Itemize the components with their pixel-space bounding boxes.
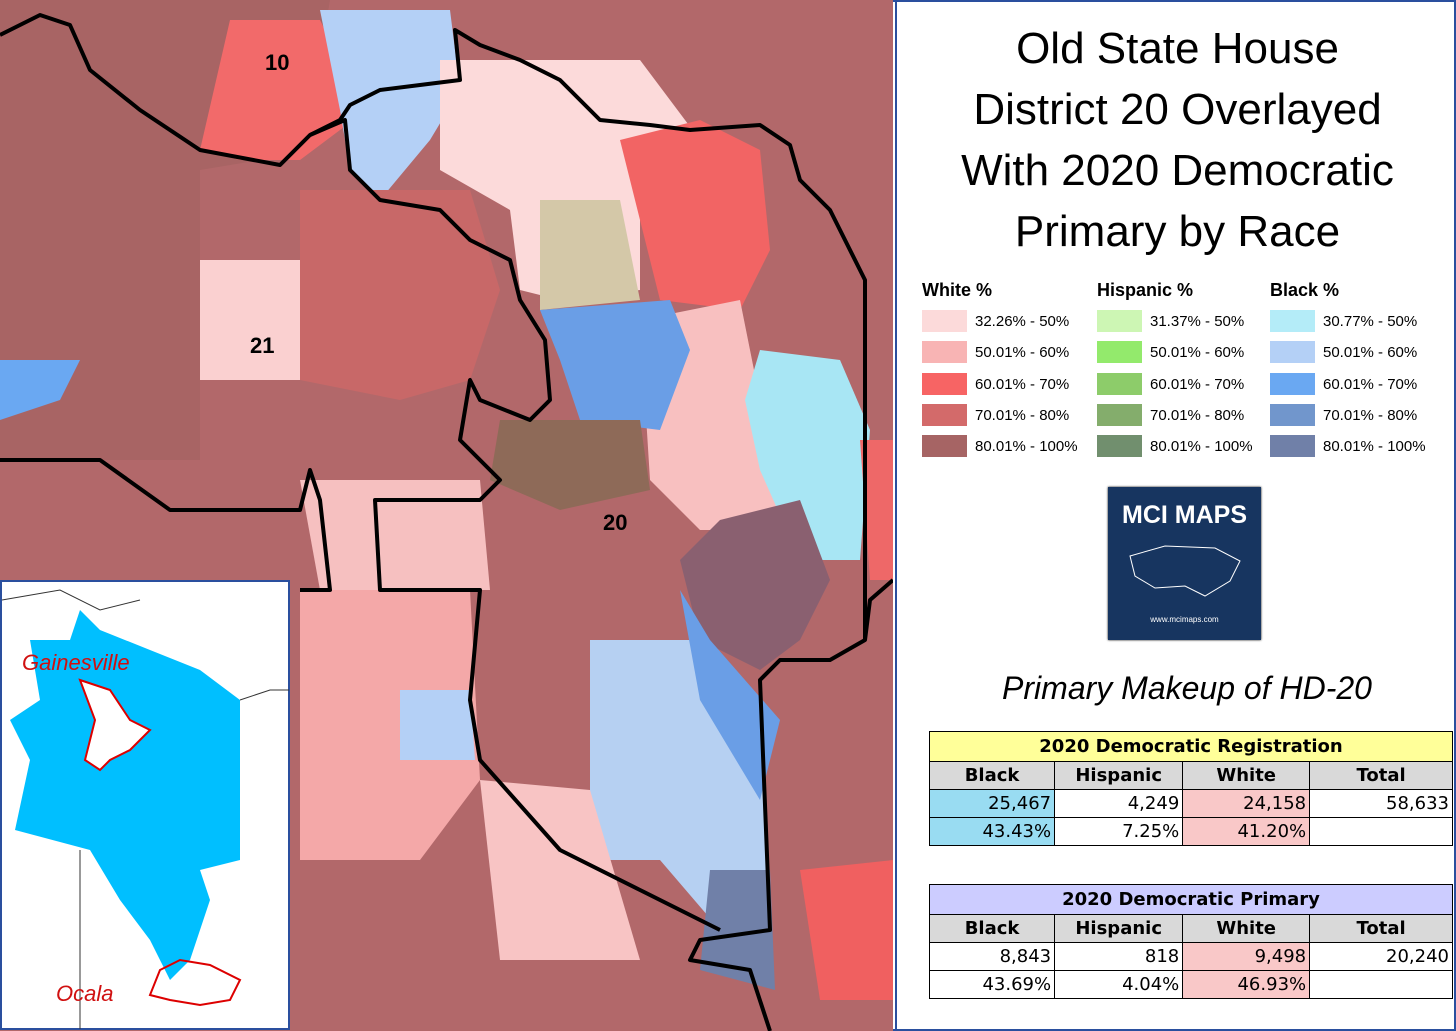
title-line: Primary by Race <box>1014 207 1341 256</box>
subtitle: Primary Makeup of HD-20 <box>1002 670 1372 706</box>
legend-swatch <box>1270 403 1315 426</box>
column-header: White <box>1182 914 1311 943</box>
data-table: 2020 Democratic Primary Black Hispanic Whit… <box>928 884 1453 999</box>
table-cell: 25,467 <box>928 789 1056 818</box>
side-panel: Old State House District 20 Overlayed With… <box>895 0 1456 1031</box>
legend-label: 80.01% - 100% <box>975 438 1078 456</box>
legend-label: 80.01% - 100% <box>1323 438 1426 456</box>
table-cell: 8,843 <box>928 942 1056 971</box>
legend-swatch <box>922 341 967 364</box>
legend-swatch <box>1097 372 1142 395</box>
table-row: 43.43% 7.25% 41.20% <box>928 817 1453 846</box>
column-header: Hispanic <box>1054 761 1184 790</box>
legend-label: 30.77% - 50% <box>1323 313 1418 330</box>
legend-label: 31.37% - 50% <box>1150 313 1245 330</box>
table-cell: 4,249 <box>1054 789 1184 818</box>
table-cell: 818 <box>1054 942 1184 971</box>
legend-label: 60.01% - 70% <box>1150 375 1245 393</box>
legend-swatch <box>1270 372 1315 395</box>
logo: MCI MAPS www.mcimaps.com <box>1108 487 1261 640</box>
title-line: District 20 Overlayed <box>973 85 1382 134</box>
column-header: White <box>1182 761 1311 790</box>
column-header: Black <box>928 914 1056 943</box>
column-row: Black Hispanic White Total <box>928 914 1453 943</box>
column-header: Black <box>928 761 1056 790</box>
legend-heading: Black % <box>1270 280 1340 300</box>
inset: Gainesville Ocala <box>0 580 290 1030</box>
table-cell <box>1309 970 1453 999</box>
legend-swatch <box>1097 341 1142 364</box>
column-header: Total <box>1309 914 1453 943</box>
legend-swatch <box>1097 403 1142 426</box>
title-line: With 2020 Democratic <box>961 146 1394 195</box>
table-cell: 43.69% <box>928 970 1056 999</box>
legend-label: 50.01% - 60% <box>975 344 1070 362</box>
district-label: 20 <box>603 510 627 535</box>
table-row: 8,843 818 9,498 20,240 <box>928 942 1453 971</box>
map: 10 21 20 Gainesville Ocala <box>0 0 893 1031</box>
district-label: 10 <box>265 50 289 75</box>
legend-label: 60.01% - 70% <box>975 375 1070 393</box>
table-cell: 43.43% <box>928 817 1056 846</box>
table-cell: 58,633 <box>1309 789 1453 818</box>
inset-label: Gainesville <box>22 650 130 675</box>
column-header: Total <box>1309 761 1453 790</box>
legend-swatch <box>922 403 967 426</box>
legend-label: 70.01% - 80% <box>1323 406 1418 424</box>
table-cell: 7.25% <box>1054 817 1184 846</box>
legend-swatch <box>922 372 967 395</box>
inset-label: Ocala <box>56 981 113 1006</box>
logo-map <box>1128 545 1241 597</box>
legend-swatch <box>1270 435 1315 458</box>
legend-label: 50.01% - 60% <box>1323 344 1418 362</box>
legend-swatch <box>1270 310 1315 332</box>
table-title: 2020 Democratic Primary <box>929 884 1453 915</box>
legend-swatch <box>1097 435 1142 458</box>
table-cell <box>1309 817 1453 846</box>
logo-url: www.mcimaps.com <box>1150 615 1219 624</box>
legend-swatch <box>1270 341 1315 364</box>
table-cell: 46.93% <box>1182 970 1311 999</box>
table-title-row: 2020 Democratic Registration <box>929 731 1453 762</box>
logo-name: MCI MAPS <box>1122 501 1247 529</box>
column-header: Hispanic <box>1054 914 1184 943</box>
legend-heading: Hispanic % <box>1097 280 1194 300</box>
table-cell: 9,498 <box>1182 942 1311 971</box>
column-row: Black Hispanic White Total <box>928 761 1453 790</box>
legend-label: 32.26% - 50% <box>975 313 1070 330</box>
legend-swatch <box>922 310 967 332</box>
legend-swatch <box>1097 310 1142 332</box>
table-row: 43.69% 4.04% 46.93% <box>928 970 1453 999</box>
table-cell: 24,158 <box>1182 789 1311 818</box>
table-title-row: 2020 Democratic Primary <box>929 884 1453 915</box>
legend-label: 70.01% - 80% <box>1150 406 1245 424</box>
data-table: 2020 Democratic Registration Black Hispani… <box>928 731 1453 846</box>
legend-swatch <box>922 435 967 458</box>
district-label: 21 <box>250 333 274 358</box>
table-title: 2020 Democratic Registration <box>929 731 1453 762</box>
legend-heading: White % <box>922 280 992 300</box>
legend-label: 70.01% - 80% <box>975 406 1070 424</box>
legend-label: 50.01% - 60% <box>1150 344 1245 362</box>
table-cell: 41.20% <box>1182 817 1311 846</box>
table-row: 25,467 4,249 24,158 58,633 <box>928 789 1453 818</box>
table-cell: 4.04% <box>1054 970 1184 999</box>
legend-label: 80.01% - 100% <box>1150 438 1253 456</box>
title-line: Old State House <box>1016 24 1339 73</box>
legend-label: 60.01% - 70% <box>1323 375 1418 393</box>
table-cell: 20,240 <box>1309 942 1453 971</box>
title: Old State House District 20 Overlayed With… <box>897 18 1456 262</box>
